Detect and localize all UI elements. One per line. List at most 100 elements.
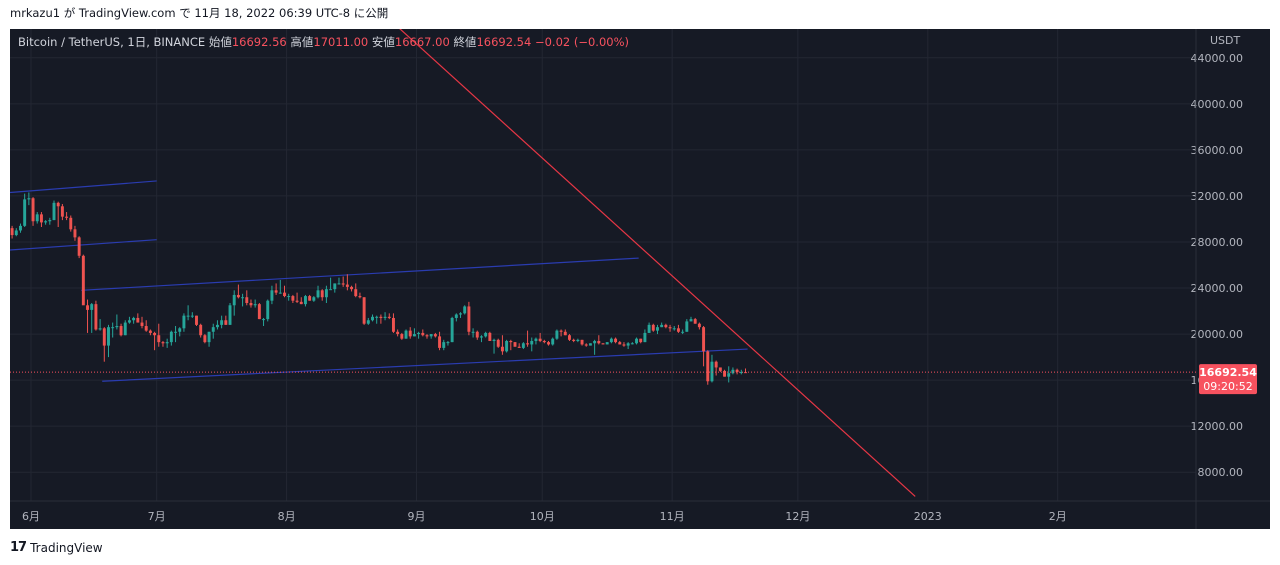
candle-body	[601, 343, 605, 345]
ohlc-legend: Bitcoin / TetherUS, 1日, BINANCE 始値16692.…	[18, 35, 630, 49]
candle-body	[228, 305, 232, 325]
candle-body	[668, 327, 672, 329]
candle-body	[647, 324, 651, 333]
candle-body	[563, 331, 567, 336]
candle-body	[107, 327, 110, 346]
candle-body	[211, 327, 215, 332]
candle-body	[220, 320, 224, 325]
candle-body	[639, 338, 643, 343]
candle-body	[169, 331, 173, 343]
candle-body	[23, 199, 27, 226]
candle-body	[505, 340, 509, 352]
candle-body	[689, 319, 693, 322]
change-value: −0.02 (−0.00%)	[534, 35, 630, 49]
candle-body	[299, 301, 303, 305]
candle-body	[500, 346, 504, 352]
candle-body	[295, 300, 299, 302]
candle-body	[224, 320, 228, 325]
candle-body	[417, 332, 421, 335]
y-tick-label: 8000.00	[1198, 466, 1244, 479]
candle-body	[274, 290, 278, 293]
candle-body	[161, 342, 165, 344]
y-axis-unit: USDT	[1210, 34, 1241, 47]
candle-body	[538, 338, 542, 341]
candle-body	[697, 323, 701, 328]
candle-body	[584, 344, 588, 346]
candle-body	[60, 206, 64, 217]
candle-body	[262, 319, 266, 321]
site-name[interactable]: TradingView.com	[78, 6, 176, 20]
candle-body	[153, 332, 157, 336]
candle-body	[270, 290, 274, 301]
candle-body	[345, 284, 349, 287]
candle-body	[366, 320, 370, 324]
candle-body	[568, 335, 571, 340]
candle-body	[521, 343, 525, 348]
candle-body	[643, 332, 647, 343]
symbol-label[interactable]: Bitcoin / TetherUS, 1日, BINANCE	[18, 35, 206, 49]
y-tick-label: 12000.00	[1191, 420, 1244, 433]
candle-body	[685, 321, 689, 332]
y-tick-label: 36000.00	[1191, 144, 1244, 157]
candle-body	[622, 344, 626, 346]
candle-body	[450, 317, 454, 343]
candle-body	[438, 336, 442, 348]
candle-body	[702, 327, 706, 352]
candle-body	[119, 326, 123, 336]
candle-body	[52, 202, 56, 221]
author-name[interactable]: mrkazu1	[10, 6, 61, 20]
tradingview-logo-icon: 17	[10, 540, 27, 555]
bar-countdown: 09:20:52	[1203, 380, 1252, 393]
candle-body	[14, 230, 18, 236]
candle-body	[509, 340, 513, 343]
close-value: 16692.54	[476, 35, 532, 49]
candle-body	[479, 336, 483, 338]
x-tick-label: 2023	[914, 510, 942, 523]
candle-body	[693, 319, 697, 324]
candle-body	[73, 229, 77, 238]
candle-body	[660, 324, 664, 328]
y-tick-label: 24000.00	[1191, 282, 1244, 295]
candle-body	[81, 255, 85, 306]
candle-body	[148, 330, 152, 333]
candle-body	[433, 334, 437, 337]
candle-body	[731, 369, 735, 374]
y-tick-label: 28000.00	[1191, 236, 1244, 249]
candle-body	[102, 328, 106, 346]
candle-body	[132, 317, 136, 321]
candle-body	[195, 315, 198, 325]
candle-body	[140, 322, 144, 327]
candle-body	[283, 292, 286, 297]
candle-body	[56, 202, 60, 207]
candle-body	[475, 331, 479, 338]
candle-body	[526, 343, 530, 345]
candle-body	[232, 294, 236, 306]
candle-body	[362, 297, 366, 324]
candle-body	[308, 296, 312, 301]
channel-line	[81, 257, 639, 291]
candle-body	[676, 328, 680, 332]
candle-body	[576, 339, 580, 341]
candle-body	[429, 334, 433, 337]
candle-body	[178, 328, 182, 332]
candle-body	[463, 306, 467, 314]
candle-body	[723, 370, 727, 377]
footer-brand[interactable]: 17 TradingView	[10, 540, 103, 555]
candle-body	[144, 326, 148, 331]
candle-body	[249, 302, 253, 306]
x-tick-label: 11月	[660, 510, 685, 523]
chart-frame[interactable]: 8000.0012000.0016000.0020000.0024000.002…	[10, 29, 1270, 529]
candle-body	[94, 304, 98, 330]
brand-name: TradingView	[30, 540, 103, 555]
candle-body	[291, 296, 295, 301]
candle-body	[651, 324, 655, 331]
candle-body	[471, 331, 475, 333]
candle-body	[111, 327, 115, 329]
price-chart[interactable]: 8000.0012000.0016000.0020000.0024000.002…	[10, 29, 1270, 529]
low-value: 16667.00	[394, 35, 450, 49]
candle-body	[727, 373, 731, 377]
candle-body	[513, 342, 517, 347]
candle-body	[39, 214, 43, 223]
y-tick-label: 44000.00	[1191, 52, 1244, 65]
candle-body	[333, 283, 337, 290]
